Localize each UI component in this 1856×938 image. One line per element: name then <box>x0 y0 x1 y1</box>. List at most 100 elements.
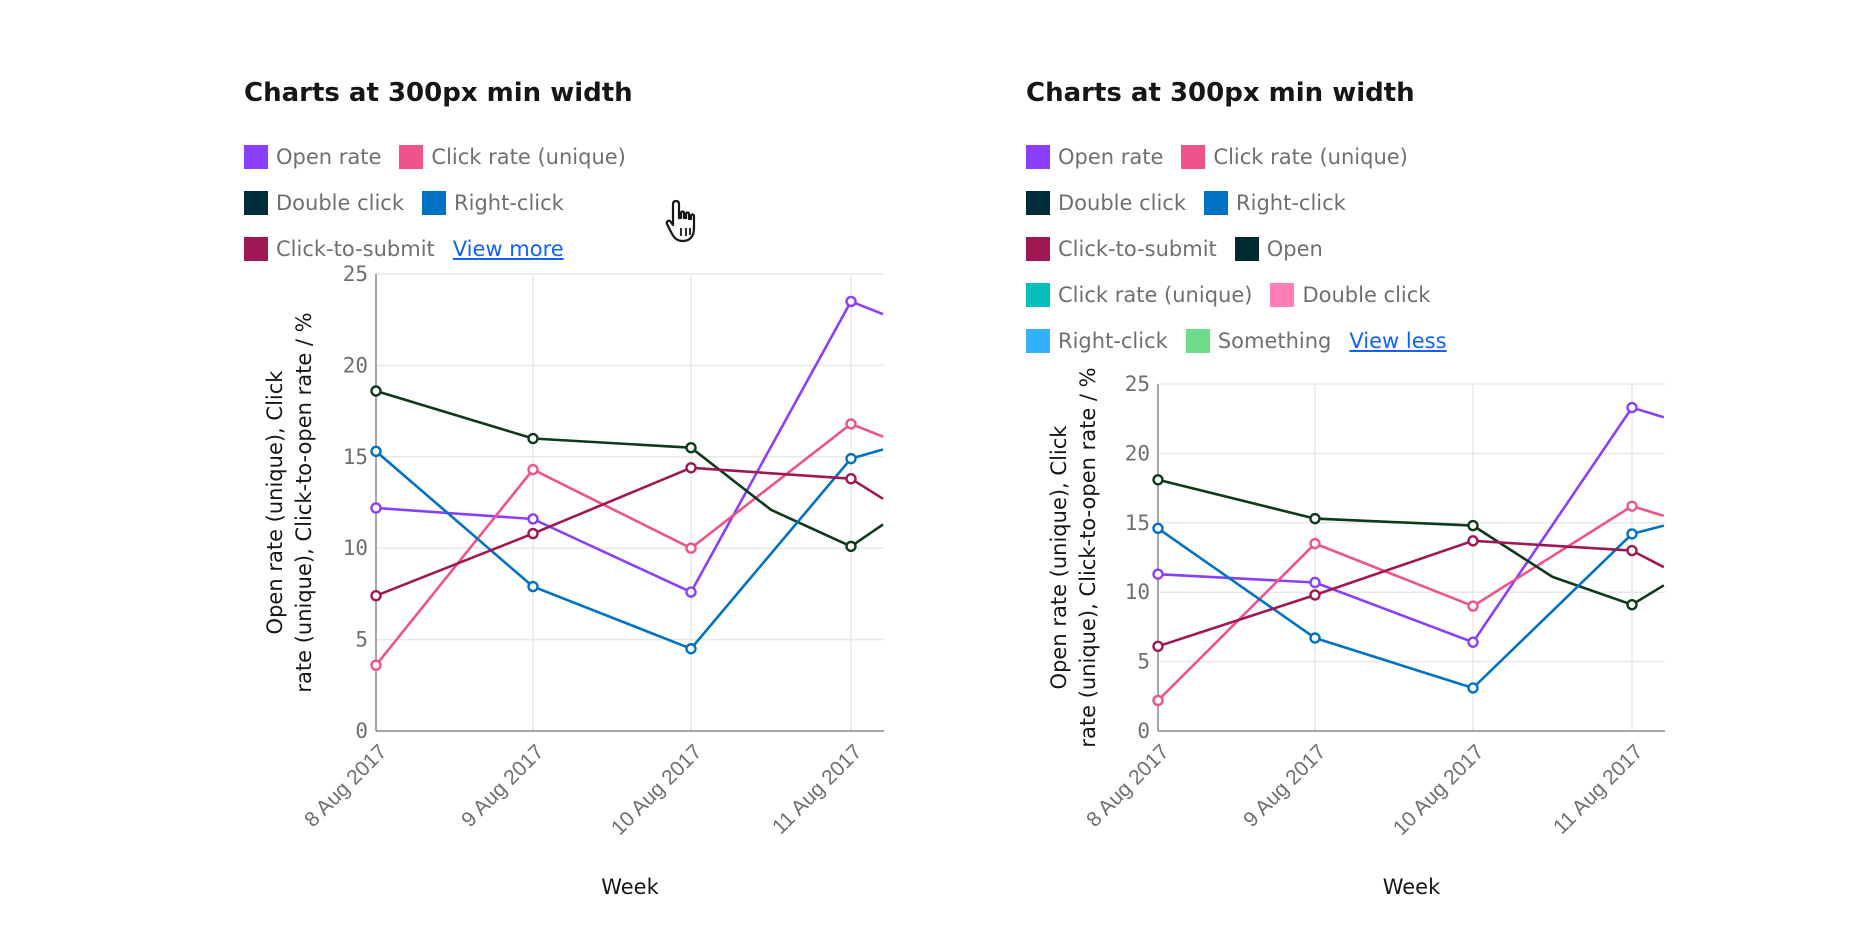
legend-item[interactable]: Open rate <box>1026 134 1163 180</box>
data-point[interactable] <box>1626 544 1638 557</box>
data-point[interactable] <box>685 441 697 454</box>
data-point[interactable] <box>527 432 539 445</box>
chart-panel-right: Charts at 300px min width Open rate Click… <box>782 0 1665 928</box>
legend-label: Open <box>1266 237 1323 261</box>
y-axis-title-line: Open rate (unique), Click <box>1047 425 1071 690</box>
series-click-rate-unique <box>370 418 884 671</box>
data-point[interactable] <box>1467 519 1479 532</box>
panel-title: Charts at 300px min width <box>244 78 633 108</box>
data-point[interactable] <box>845 418 857 430</box>
data-point[interactable] <box>370 590 382 602</box>
data-point[interactable] <box>1309 589 1321 601</box>
legend-label: Right-click <box>1058 329 1168 353</box>
series-line <box>1157 406 1665 644</box>
data-point[interactable] <box>1467 636 1479 648</box>
legend-item[interactable]: Click-to-submit <box>1026 226 1217 272</box>
data-point[interactable] <box>527 463 539 476</box>
data-point[interactable] <box>370 659 382 671</box>
legend-swatch <box>422 191 447 215</box>
data-point[interactable] <box>1309 576 1321 589</box>
legend-label: Right-click <box>454 191 564 215</box>
data-point[interactable] <box>845 473 857 485</box>
series-click-to-submit <box>370 462 884 602</box>
x-axis-title: Week <box>1383 875 1441 899</box>
legend-swatch <box>1026 191 1050 215</box>
data-point[interactable] <box>845 540 857 553</box>
series-line <box>1157 539 1665 648</box>
x-tick-label: 9 Aug 2017 <box>457 740 548 831</box>
y-tick-label: 5 <box>1137 650 1150 674</box>
y-axis-title: Open rate (unique), Click rate (unique), … <box>1047 367 1100 747</box>
y-axis-title-line: Open rate (unique), Click <box>263 370 287 635</box>
legend-item[interactable]: Click rate (unique) <box>1181 134 1408 180</box>
data-point[interactable] <box>527 513 539 525</box>
data-point[interactable] <box>1309 537 1321 550</box>
data-point[interactable] <box>1152 474 1164 486</box>
data-point[interactable] <box>1467 535 1479 547</box>
legend-item[interactable]: Click-to-submit <box>244 226 435 272</box>
legend-item[interactable]: Something <box>1185 318 1331 364</box>
data-point[interactable] <box>1309 512 1321 525</box>
line-chart-left: 0 5 10 15 20 25 8 Aug 2017 9 Aug 2017 10 Aug 201… <box>263 262 884 899</box>
data-point[interactable] <box>1467 682 1479 694</box>
legend-label: Click rate (unique) <box>1058 283 1253 307</box>
legend-label: Open rate <box>1058 145 1164 169</box>
legend-item[interactable]: Click rate (unique) <box>1026 272 1252 318</box>
view-more-link[interactable]: View more <box>452 237 564 261</box>
legend-swatch <box>244 191 268 215</box>
data-point[interactable] <box>1152 568 1164 580</box>
data-point[interactable] <box>685 643 697 655</box>
chart-panel-left: Charts at 300px min width Open rate Click… <box>0 0 884 928</box>
legend-label: Click-to-submit <box>276 237 435 261</box>
series-right-click <box>1152 522 1665 694</box>
legend-item[interactable]: Double click <box>244 180 404 226</box>
data-point[interactable] <box>527 527 539 540</box>
legend-swatch <box>1234 237 1259 261</box>
data-point[interactable] <box>845 295 857 308</box>
data-point[interactable] <box>370 385 382 397</box>
series-line <box>1157 524 1665 690</box>
data-point[interactable] <box>1152 694 1164 707</box>
legend-swatch <box>244 145 268 169</box>
legend-label: Click-to-submit <box>1058 237 1217 261</box>
series-double-click <box>1152 474 1665 611</box>
view-less-link[interactable]: View less <box>1349 329 1447 353</box>
legend: Open rate Click rate (unique) Double click… <box>1026 134 1566 364</box>
y-tick-label: 25 <box>343 262 368 286</box>
legend-item[interactable]: Right-click <box>422 180 564 226</box>
legend-item[interactable]: Open <box>1234 226 1323 272</box>
data-point[interactable] <box>1309 632 1321 644</box>
data-point[interactable] <box>845 452 857 465</box>
data-point[interactable] <box>1152 640 1164 653</box>
series-line <box>1157 478 1665 606</box>
legend-label: Double click <box>1058 191 1187 215</box>
data-point[interactable] <box>370 502 382 514</box>
legend-item[interactable]: Open rate <box>244 134 381 180</box>
series-open-rate <box>1152 401 1665 648</box>
legend: Open rate Click rate (unique) Double click… <box>244 134 784 272</box>
legend-swatch <box>1026 329 1050 353</box>
legend-swatch <box>399 145 424 169</box>
data-point[interactable] <box>527 580 539 593</box>
data-point[interactable] <box>1626 500 1638 512</box>
data-point[interactable] <box>1626 598 1638 611</box>
data-point[interactable] <box>685 542 697 554</box>
data-point[interactable] <box>1152 522 1164 535</box>
y-tick-label: 10 <box>343 536 368 560</box>
legend-item[interactable]: Double click <box>1270 272 1430 318</box>
legend-item[interactable]: Double click <box>1026 180 1186 226</box>
data-point[interactable] <box>685 586 697 598</box>
series-right-click <box>370 445 884 655</box>
data-point[interactable] <box>1626 528 1638 540</box>
series-double-click <box>370 385 884 553</box>
legend-label: Right-click <box>1236 191 1346 215</box>
data-point[interactable] <box>370 445 382 458</box>
legend-item[interactable]: Click rate (unique) <box>399 134 626 180</box>
data-point[interactable] <box>685 462 697 474</box>
data-point[interactable] <box>1626 401 1638 414</box>
y-tick-label: 20 <box>1125 441 1150 465</box>
data-point[interactable] <box>1467 600 1479 612</box>
legend-item[interactable]: Right-click <box>1026 318 1168 364</box>
legend-swatch <box>1026 283 1050 307</box>
legend-item[interactable]: Right-click <box>1204 180 1346 226</box>
